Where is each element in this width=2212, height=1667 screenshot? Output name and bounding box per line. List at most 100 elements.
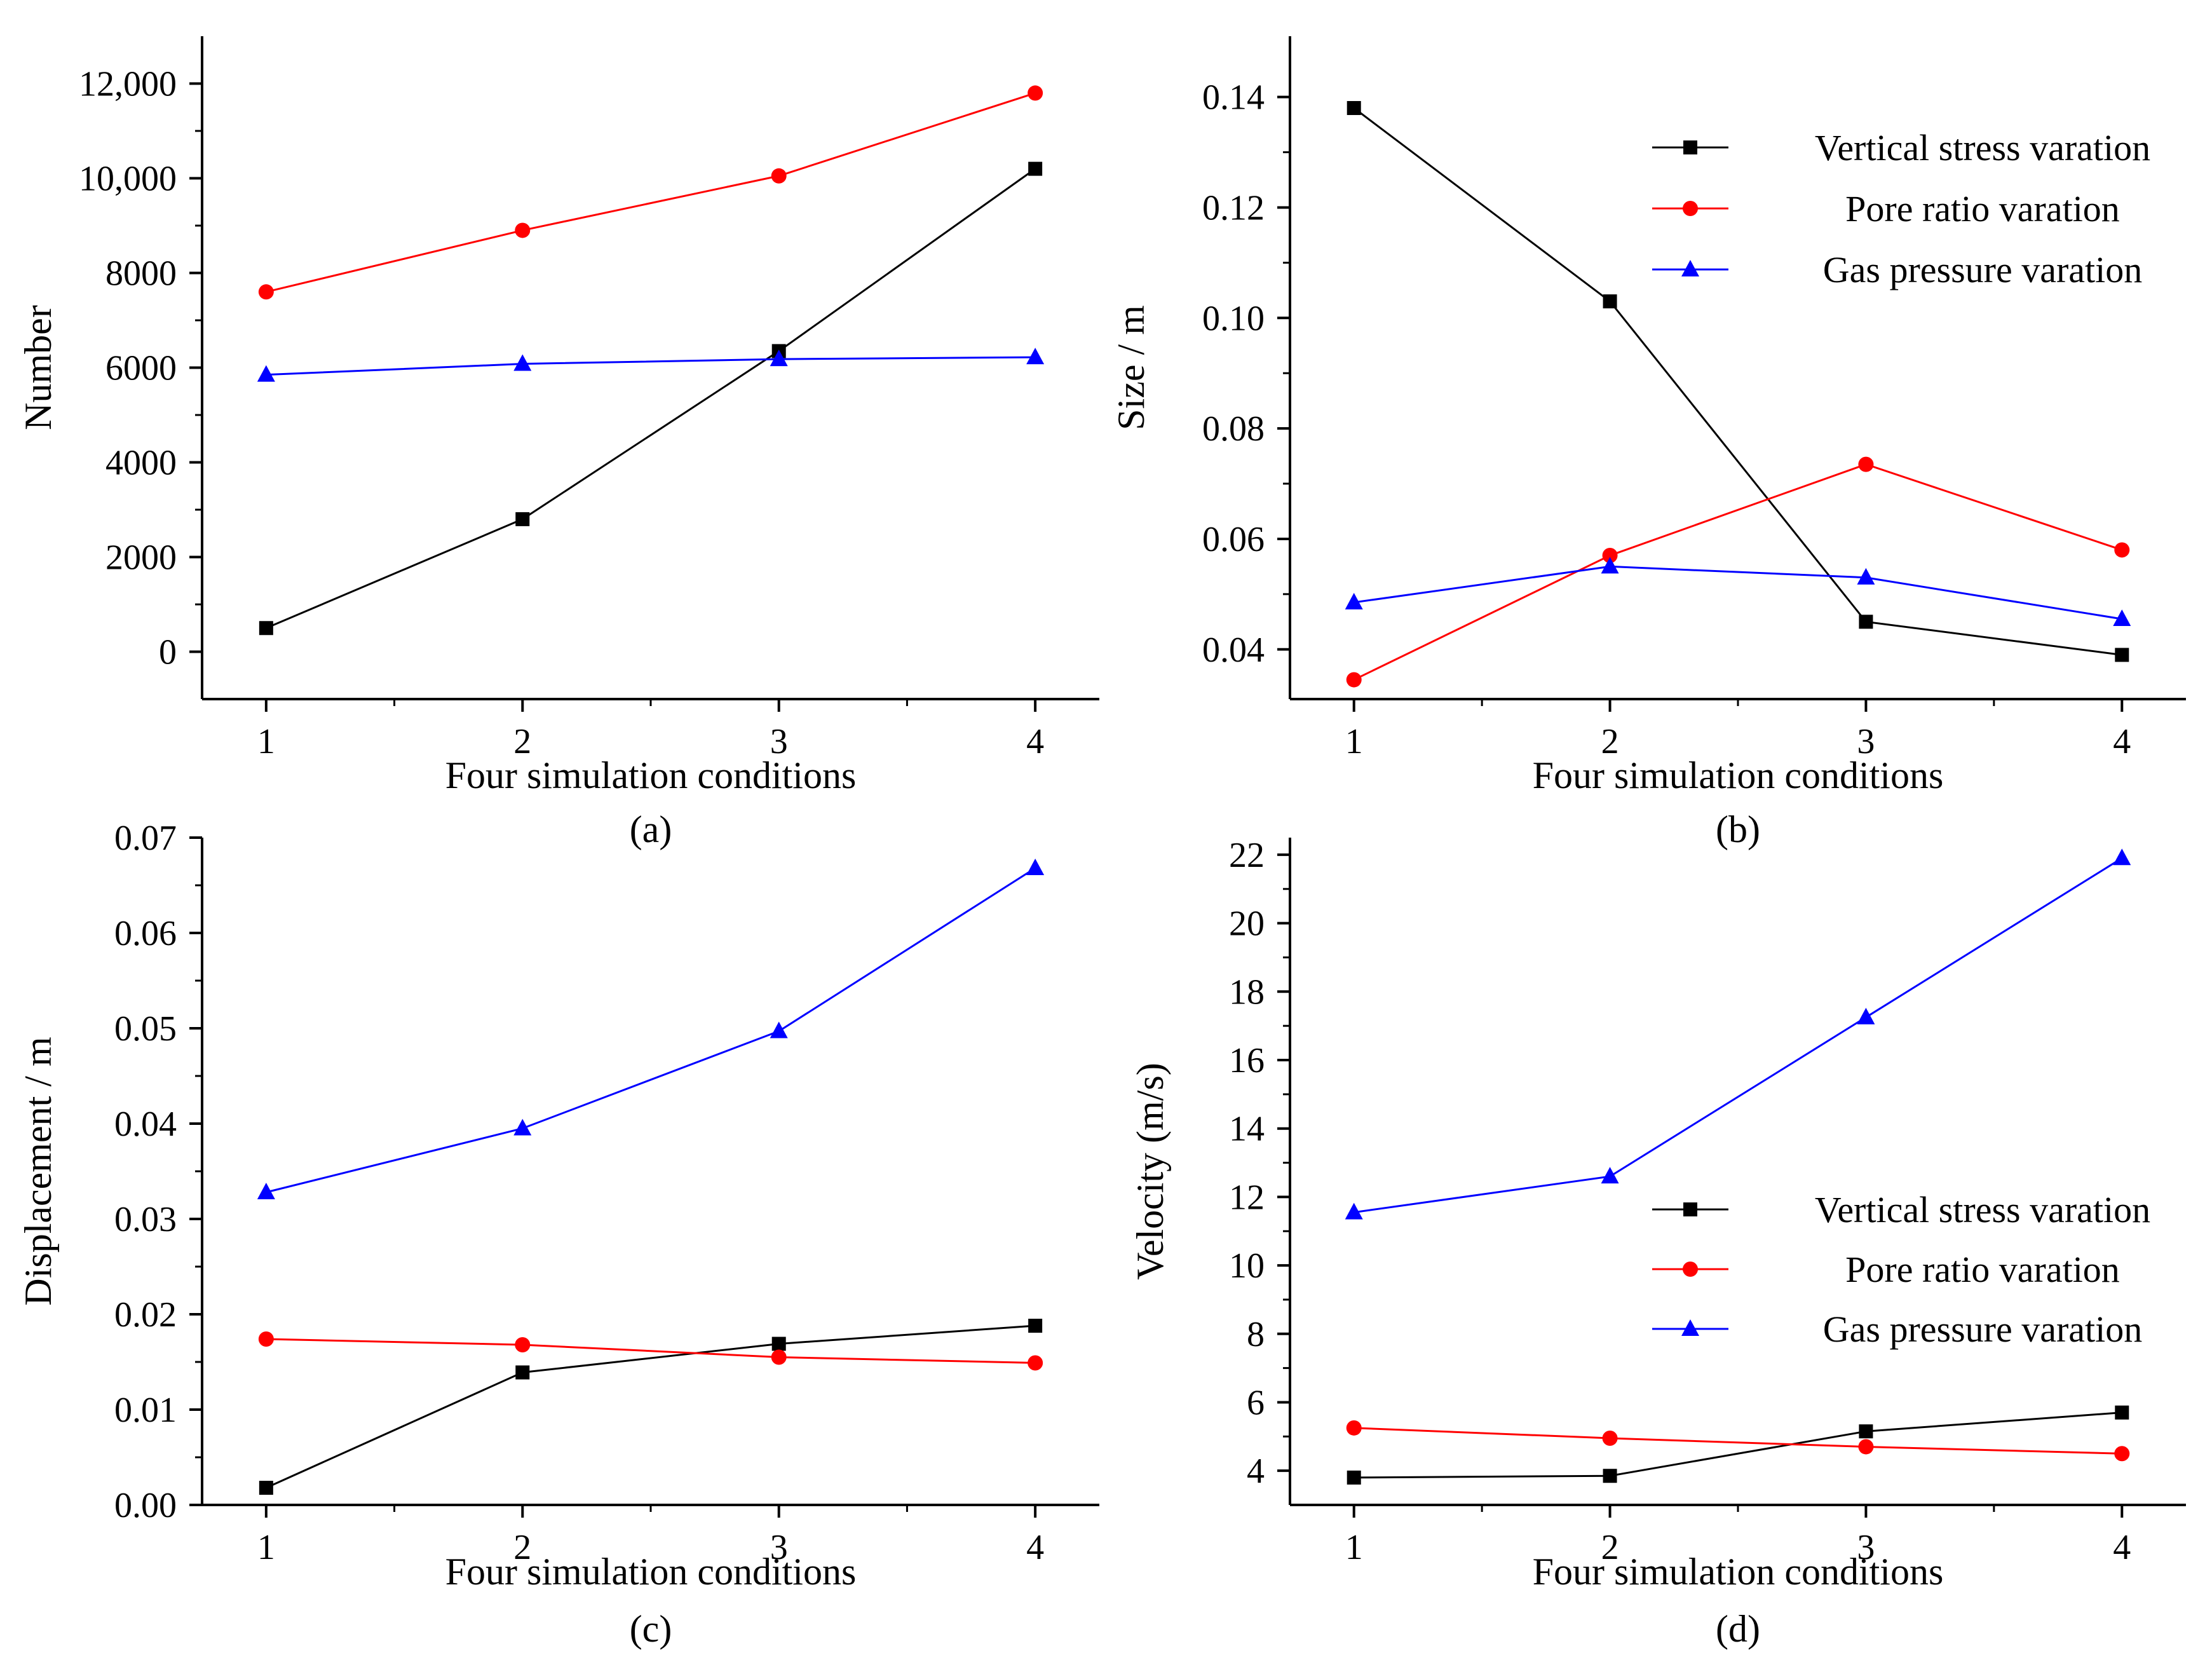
- data-point: [2115, 1405, 2129, 1420]
- data-point: [1602, 548, 1618, 564]
- y-tick-label: 4000: [105, 444, 177, 483]
- data-point: [2113, 609, 2131, 626]
- data-point: [1346, 672, 1362, 688]
- y-tick-label: 14: [1229, 1110, 1265, 1149]
- y-tick-label: 0.10: [1202, 299, 1265, 338]
- data-point: [1345, 592, 1363, 609]
- y-tick-label: 22: [1229, 836, 1265, 875]
- panel-label: (b): [1716, 808, 1760, 850]
- y-tick-label: 0.04: [1202, 630, 1265, 670]
- y-axis-label: Size / m: [1110, 305, 1152, 430]
- y-tick-label: 12: [1229, 1178, 1265, 1217]
- data-point: [1601, 1167, 1619, 1184]
- data-point: [771, 1349, 787, 1365]
- series-line: [1354, 565, 2122, 620]
- data-point: [515, 222, 531, 238]
- legend-marker: [1683, 1202, 1697, 1216]
- x-tick-label: 3: [1857, 722, 1875, 761]
- data-point: [1028, 85, 1043, 101]
- data-point: [1859, 615, 1873, 629]
- data-point: [1028, 1355, 1043, 1371]
- legend-marker: [1683, 201, 1698, 216]
- x-tick-label: 4: [2113, 1528, 2131, 1567]
- data-point: [258, 1331, 274, 1347]
- data-point: [1347, 100, 1361, 115]
- x-tick-label: 2: [1601, 1528, 1619, 1567]
- data-point: [1857, 568, 1875, 585]
- y-tick-label: 6000: [105, 349, 177, 388]
- data-point: [515, 1365, 530, 1380]
- x-tick-label: 1: [257, 1528, 275, 1567]
- legend-marker: [1683, 1262, 1698, 1277]
- y-tick-label: 6: [1247, 1383, 1265, 1422]
- x-tick-label: 1: [1345, 722, 1363, 761]
- data-point: [1028, 161, 1043, 176]
- y-tick-label: 0.12: [1202, 188, 1265, 228]
- y-tick-label: 10,000: [79, 160, 177, 199]
- panel-label: (a): [630, 808, 672, 850]
- y-tick-label: 0.08: [1202, 409, 1265, 449]
- series-line: [266, 867, 1036, 1194]
- y-axis-label: Displacement / m: [17, 1037, 59, 1305]
- series-line: [266, 92, 1036, 293]
- legend-label: Vertical stress varation: [1815, 127, 2150, 168]
- y-tick-label: 20: [1229, 904, 1265, 944]
- data-point: [257, 1183, 275, 1199]
- legend-label: Gas pressure varation: [1823, 249, 2143, 290]
- data-point: [1026, 859, 1045, 875]
- y-axis-label: Velocity (m/s): [1129, 1063, 1171, 1280]
- series-line: [1354, 463, 2122, 681]
- series-line: [266, 356, 1036, 376]
- y-tick-label: 0.05: [114, 1009, 177, 1049]
- x-tick-label: 4: [1026, 1528, 1044, 1567]
- y-tick-label: 0.02: [114, 1295, 177, 1335]
- y-tick-label: 12,000: [79, 65, 177, 104]
- data-point: [1857, 1007, 1875, 1024]
- data-point: [515, 1337, 531, 1352]
- series-line: [1354, 1427, 2122, 1455]
- data-point: [2113, 848, 2131, 866]
- data-point: [1603, 1469, 1617, 1483]
- data-point: [1603, 294, 1617, 309]
- data-point: [770, 1021, 788, 1038]
- legend-marker: [1681, 1319, 1699, 1336]
- x-axis-label: Four simulation conditions: [445, 754, 857, 796]
- x-tick-label: 3: [770, 722, 788, 761]
- x-axis-label: Four simulation conditions: [1533, 1551, 1944, 1593]
- y-tick-label: 4: [1247, 1452, 1265, 1491]
- x-axis-label: Four simulation conditions: [445, 1551, 857, 1593]
- data-point: [771, 1337, 786, 1351]
- legend-label: Pore ratio varation: [1845, 1249, 2120, 1290]
- legend-label: Pore ratio varation: [1845, 188, 2120, 229]
- data-point: [1347, 1470, 1361, 1485]
- legend-marker: [1683, 140, 1697, 154]
- legend-label: Vertical stress varation: [1815, 1189, 2150, 1230]
- x-tick-label: 2: [513, 722, 531, 761]
- data-point: [1026, 348, 1045, 365]
- data-point: [259, 1481, 273, 1495]
- data-point: [2115, 648, 2129, 662]
- data-point: [771, 168, 787, 184]
- data-point: [770, 350, 788, 367]
- panel-a: 1 2 3 4 0 2000 4000 6000 8000 10,000 12,000 Four si…: [17, 36, 1099, 850]
- data-point: [2114, 1446, 2130, 1462]
- data-point: [513, 1119, 532, 1136]
- y-tick-label: 16: [1229, 1041, 1265, 1080]
- y-tick-label: 0.06: [114, 914, 177, 953]
- y-tick-label: 8000: [105, 254, 177, 294]
- data-point: [1858, 456, 1874, 472]
- series-line: [1354, 1412, 2122, 1479]
- y-tick-label: 18: [1229, 972, 1265, 1012]
- y-tick-label: 0.07: [114, 819, 177, 858]
- legend-marker: [1681, 260, 1699, 276]
- x-tick-label: 2: [513, 1528, 531, 1567]
- y-tick-label: 8: [1247, 1315, 1265, 1354]
- x-tick-label: 1: [257, 722, 275, 761]
- x-tick-label: 4: [1026, 722, 1044, 761]
- series-line: [266, 1324, 1036, 1489]
- panel-label: (d): [1716, 1608, 1760, 1650]
- data-point: [2114, 542, 2130, 558]
- y-tick-label: 10: [1229, 1246, 1265, 1286]
- data-point: [1859, 1424, 1873, 1439]
